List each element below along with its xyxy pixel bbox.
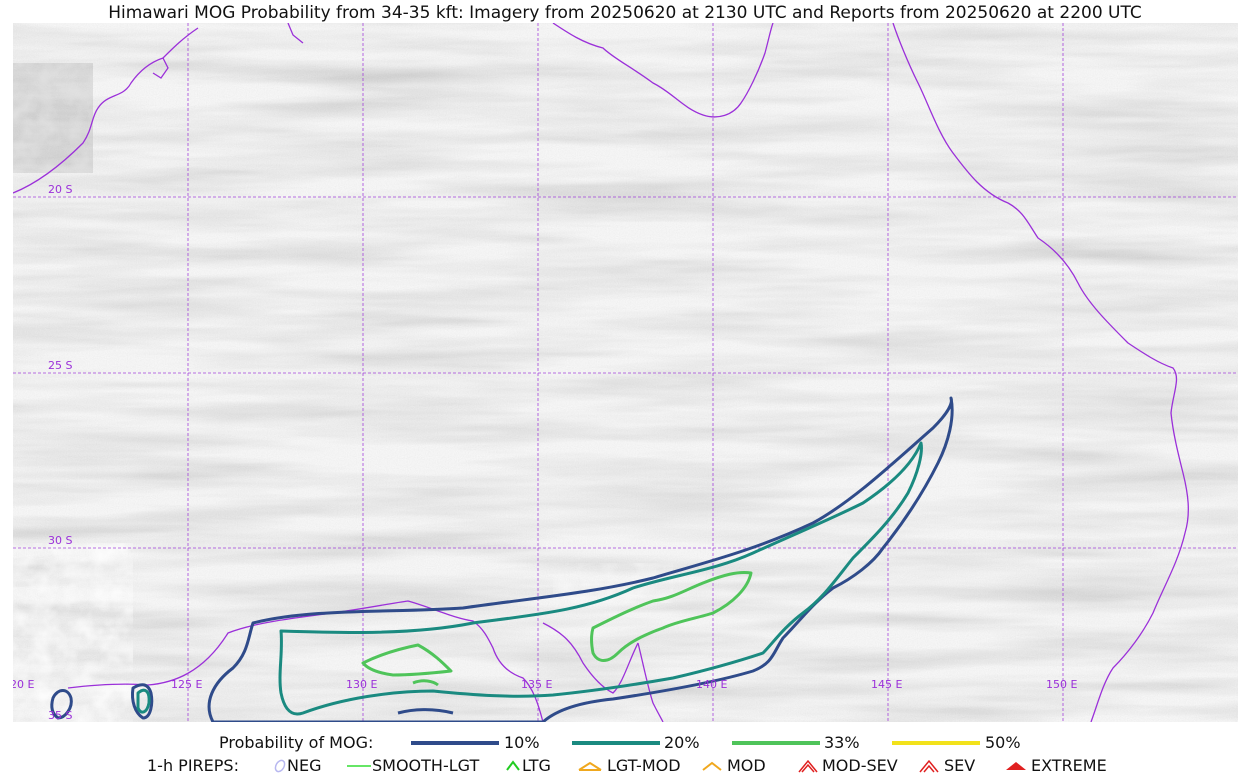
legend-label-33pct: 33% [824, 733, 860, 752]
pirep-label-lgt-mod: LGT-MOD [607, 756, 681, 775]
pirep-label-mod-sev: MOD-SEV [822, 756, 898, 775]
ltg-icon [506, 760, 520, 771]
contour-33pct [361, 571, 753, 687]
legend-label-10pct: 10% [504, 733, 540, 752]
pirep-label-smooth-lgt: SMOOTH-LGT [372, 756, 480, 775]
pirep-label-ltg: LTG [522, 756, 551, 775]
extreme-icon [1006, 762, 1026, 770]
lon-label-150e: 150 E [1046, 678, 1077, 691]
legend-line-20pct [572, 741, 660, 745]
pireps-legend-label: 1-h PIREPS: [147, 756, 239, 775]
smooth-lgt-icon [347, 765, 371, 767]
legend-line-50pct [892, 741, 980, 745]
lat-label-30s: 30 S [48, 534, 72, 547]
pirep-label-sev: SEV [944, 756, 976, 775]
pireps-legend: 1-h PIREPS: NEG SMOOTH-LGT LTG LGT-MOD M… [0, 756, 1250, 776]
pirep-label-mod: MOD [727, 756, 766, 775]
lon-label-135e: 135 E [521, 678, 552, 691]
lat-lon-grid [13, 23, 1238, 722]
pirep-label-extreme: EXTREME [1031, 756, 1107, 775]
lat-label-20s: 20 S [48, 183, 72, 196]
contour-10pct [50, 396, 954, 722]
mod-icon [702, 761, 722, 771]
coastline [13, 23, 1189, 722]
legend-line-10pct [411, 741, 499, 745]
lon-label-130e: 130 E [346, 678, 377, 691]
lon-label-145e: 145 E [871, 678, 902, 691]
legend-line-33pct [732, 741, 820, 745]
lon-label-140e: 140 E [696, 678, 727, 691]
lat-label-25s: 25 S [48, 359, 72, 372]
satellite-map: 20 S 25 S 30 S 35 S 120 E 125 E 130 E 13… [13, 23, 1238, 722]
pirep-label-neg: NEG [287, 756, 322, 775]
sev-icon [919, 759, 939, 773]
mod-sev-icon [798, 759, 818, 773]
probability-legend: Probability of MOG: 10% 20% 33% 50% [0, 733, 1250, 753]
probability-legend-label: Probability of MOG: [219, 733, 374, 752]
lat-label-35s: 35 S [48, 709, 72, 722]
legend-label-50pct: 50% [985, 733, 1021, 752]
map-title: Himawari MOG Probability from 34-35 kft:… [108, 3, 1142, 23]
contour-20pct [136, 441, 923, 716]
lon-label-120e: 120 E [13, 678, 34, 691]
lgt-mod-icon [578, 761, 602, 771]
neg-icon [274, 759, 286, 773]
lon-label-125e: 125 E [171, 678, 202, 691]
legend-label-20pct: 20% [664, 733, 700, 752]
